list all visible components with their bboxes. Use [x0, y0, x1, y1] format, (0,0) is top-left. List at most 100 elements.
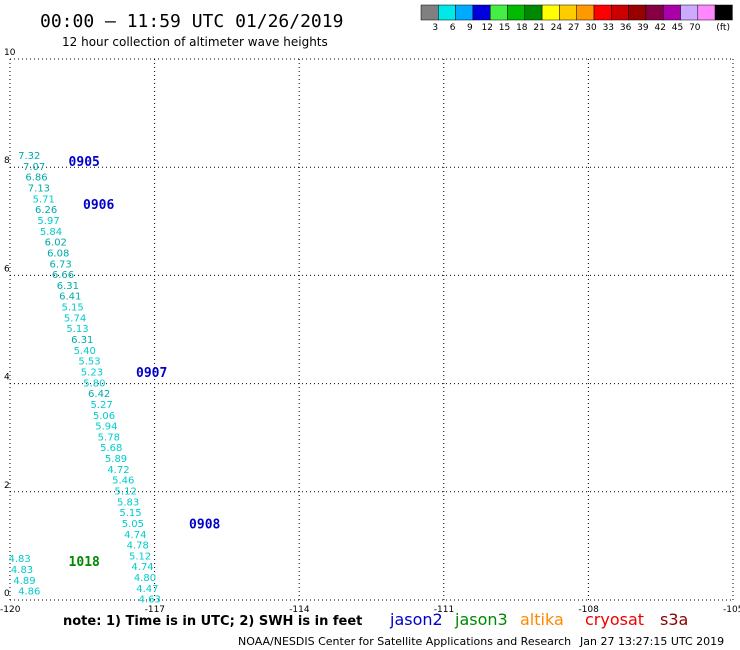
color-scale-swatch	[472, 4, 491, 21]
color-scale-tick: 30	[585, 23, 597, 33]
color-scale-swatch	[611, 4, 629, 21]
pass-labels: 0905 0906 0907 0908 1018	[69, 155, 221, 570]
swh-value-label: 4.83	[11, 565, 33, 576]
swh-value-label: 5.94	[95, 422, 117, 433]
color-scale-tick: 9	[467, 23, 473, 33]
color-scale-tick: 33	[603, 23, 614, 33]
swh-value-label: 4.74	[124, 530, 146, 541]
y-tick-label: 0	[4, 589, 10, 599]
swh-value-label: 7.13	[28, 184, 50, 195]
chart-subtitle: 12 hour collection of altimeter wave hei…	[62, 35, 328, 49]
swh-value-label: 4.74	[131, 562, 153, 573]
x-tick-label: -120	[0, 605, 21, 615]
swh-value-label: 5.23	[81, 367, 103, 378]
swh-value-label: 6.73	[49, 259, 71, 270]
data-points: 7.327.076.867.135.716.265.975.846.026.08…	[9, 151, 161, 606]
color-scale-swatch	[507, 4, 526, 21]
y-tick-label: 4	[4, 373, 10, 383]
swh-value-label: 5.53	[78, 357, 100, 368]
color-scale-swatch	[455, 4, 474, 21]
x-tick-label: -117	[145, 605, 165, 615]
swh-value-label: 5.84	[40, 227, 62, 238]
swh-value-label: 5.40	[74, 346, 96, 357]
y-tick-label: 2	[4, 481, 10, 491]
color-scale-swatch	[438, 4, 456, 21]
swh-value-label: 7.07	[23, 162, 45, 173]
color-scale-legend: 3 6 9 12 15 18 21 24 27 30 33 36 39 42 45 70 (ft)	[420, 4, 733, 33]
swh-value-label: 4.80	[134, 573, 156, 584]
swh-value-label: 5.06	[93, 411, 115, 422]
swh-value-label: 5.80	[83, 378, 105, 389]
swh-value-label: 5.68	[100, 443, 122, 454]
color-scale-tick: 15	[499, 23, 510, 33]
color-scale-swatch	[593, 4, 612, 21]
swh-value-label: 4.86	[18, 587, 40, 598]
x-tick-label: -111	[434, 605, 454, 615]
color-scale-tick: 6	[450, 23, 456, 33]
color-scale-swatch	[680, 4, 699, 21]
swh-value-label: 6.66	[52, 270, 74, 281]
swh-value-label: 5.78	[98, 432, 120, 443]
color-scale-swatch	[628, 4, 647, 21]
color-scale-tick: 70	[689, 23, 701, 33]
satellite-name: s3a	[660, 610, 688, 629]
swh-value-label: 6.86	[25, 173, 47, 184]
color-scale-tick: 45	[672, 23, 683, 33]
swh-value-label: 4.78	[127, 541, 149, 552]
color-scale-swatch	[576, 4, 595, 21]
satellite-name: jason2	[389, 610, 443, 629]
color-scale-swatch	[714, 4, 733, 21]
satellite-name: jason3	[454, 610, 508, 629]
swh-value-label: 5.05	[122, 519, 144, 530]
color-scale-tick: 3	[432, 23, 438, 33]
plot-grid	[9, 58, 734, 601]
color-scale-tick: 12	[481, 23, 492, 33]
color-scale-tick: 36	[620, 23, 632, 33]
color-scale-swatch	[420, 4, 439, 21]
swh-value-label: 5.13	[66, 324, 88, 335]
swh-value-label: 5.89	[105, 454, 127, 465]
pass-time-label: 0907	[136, 366, 167, 381]
swh-value-label: 7.32	[18, 151, 40, 162]
swh-value-label: 6.08	[47, 248, 69, 259]
color-scale-swatch	[645, 4, 664, 21]
swh-value-label: 5.74	[64, 313, 86, 324]
y-tick-label: 10	[4, 48, 16, 58]
swh-value-label: 5.71	[33, 194, 55, 205]
swh-value-label: 4.47	[136, 584, 158, 595]
satellite-name: cryosat	[585, 610, 644, 629]
x-tick-label: -108	[578, 605, 599, 615]
satellite-name: altika	[520, 610, 564, 629]
color-scale-tick: 24	[551, 23, 563, 33]
pass-time-label: 0906	[83, 198, 114, 213]
swh-value-label: 6.42	[88, 389, 110, 400]
swh-value-label: 5.27	[90, 400, 112, 411]
color-scale-tick: 27	[568, 23, 579, 33]
swh-value-label: 6.02	[45, 238, 67, 249]
pass-time-label: 1018	[69, 555, 100, 570]
color-scale-swatch	[524, 4, 543, 21]
y-tick-label: 8	[4, 156, 10, 166]
color-scale-tick: 39	[637, 23, 649, 33]
credit-text: NOAA/NESDIS Center for Satellite Applica…	[238, 635, 571, 648]
pass-time-label: 0908	[189, 517, 220, 532]
satellite-legend: jason2 jason3 altika cryosat s3a	[389, 610, 688, 629]
color-scale-tick: 18	[516, 23, 528, 33]
color-scale-unit: (ft)	[716, 23, 730, 33]
swh-value-label: 6.31	[57, 281, 79, 292]
swh-value-label: 5.12	[129, 551, 151, 562]
color-scale-swatch	[559, 4, 577, 21]
y-tick-label: 6	[4, 264, 10, 274]
pass-time-label: 0905	[69, 155, 100, 170]
color-scale-tick: 42	[654, 23, 665, 33]
swh-value-label: 5.97	[37, 216, 59, 227]
x-tick-label: -114	[289, 605, 310, 615]
swh-value-label: 5.15	[62, 303, 84, 314]
swh-value-label: 5.12	[115, 487, 137, 498]
swh-value-label: 5.83	[117, 497, 139, 508]
swh-value-label: 5.46	[112, 476, 134, 487]
swh-value-label: 4.89	[13, 576, 35, 587]
swh-value-label: 6.41	[59, 292, 81, 303]
note-text: note: 1) Time is in UTC; 2) SWH is in fe…	[63, 614, 362, 629]
